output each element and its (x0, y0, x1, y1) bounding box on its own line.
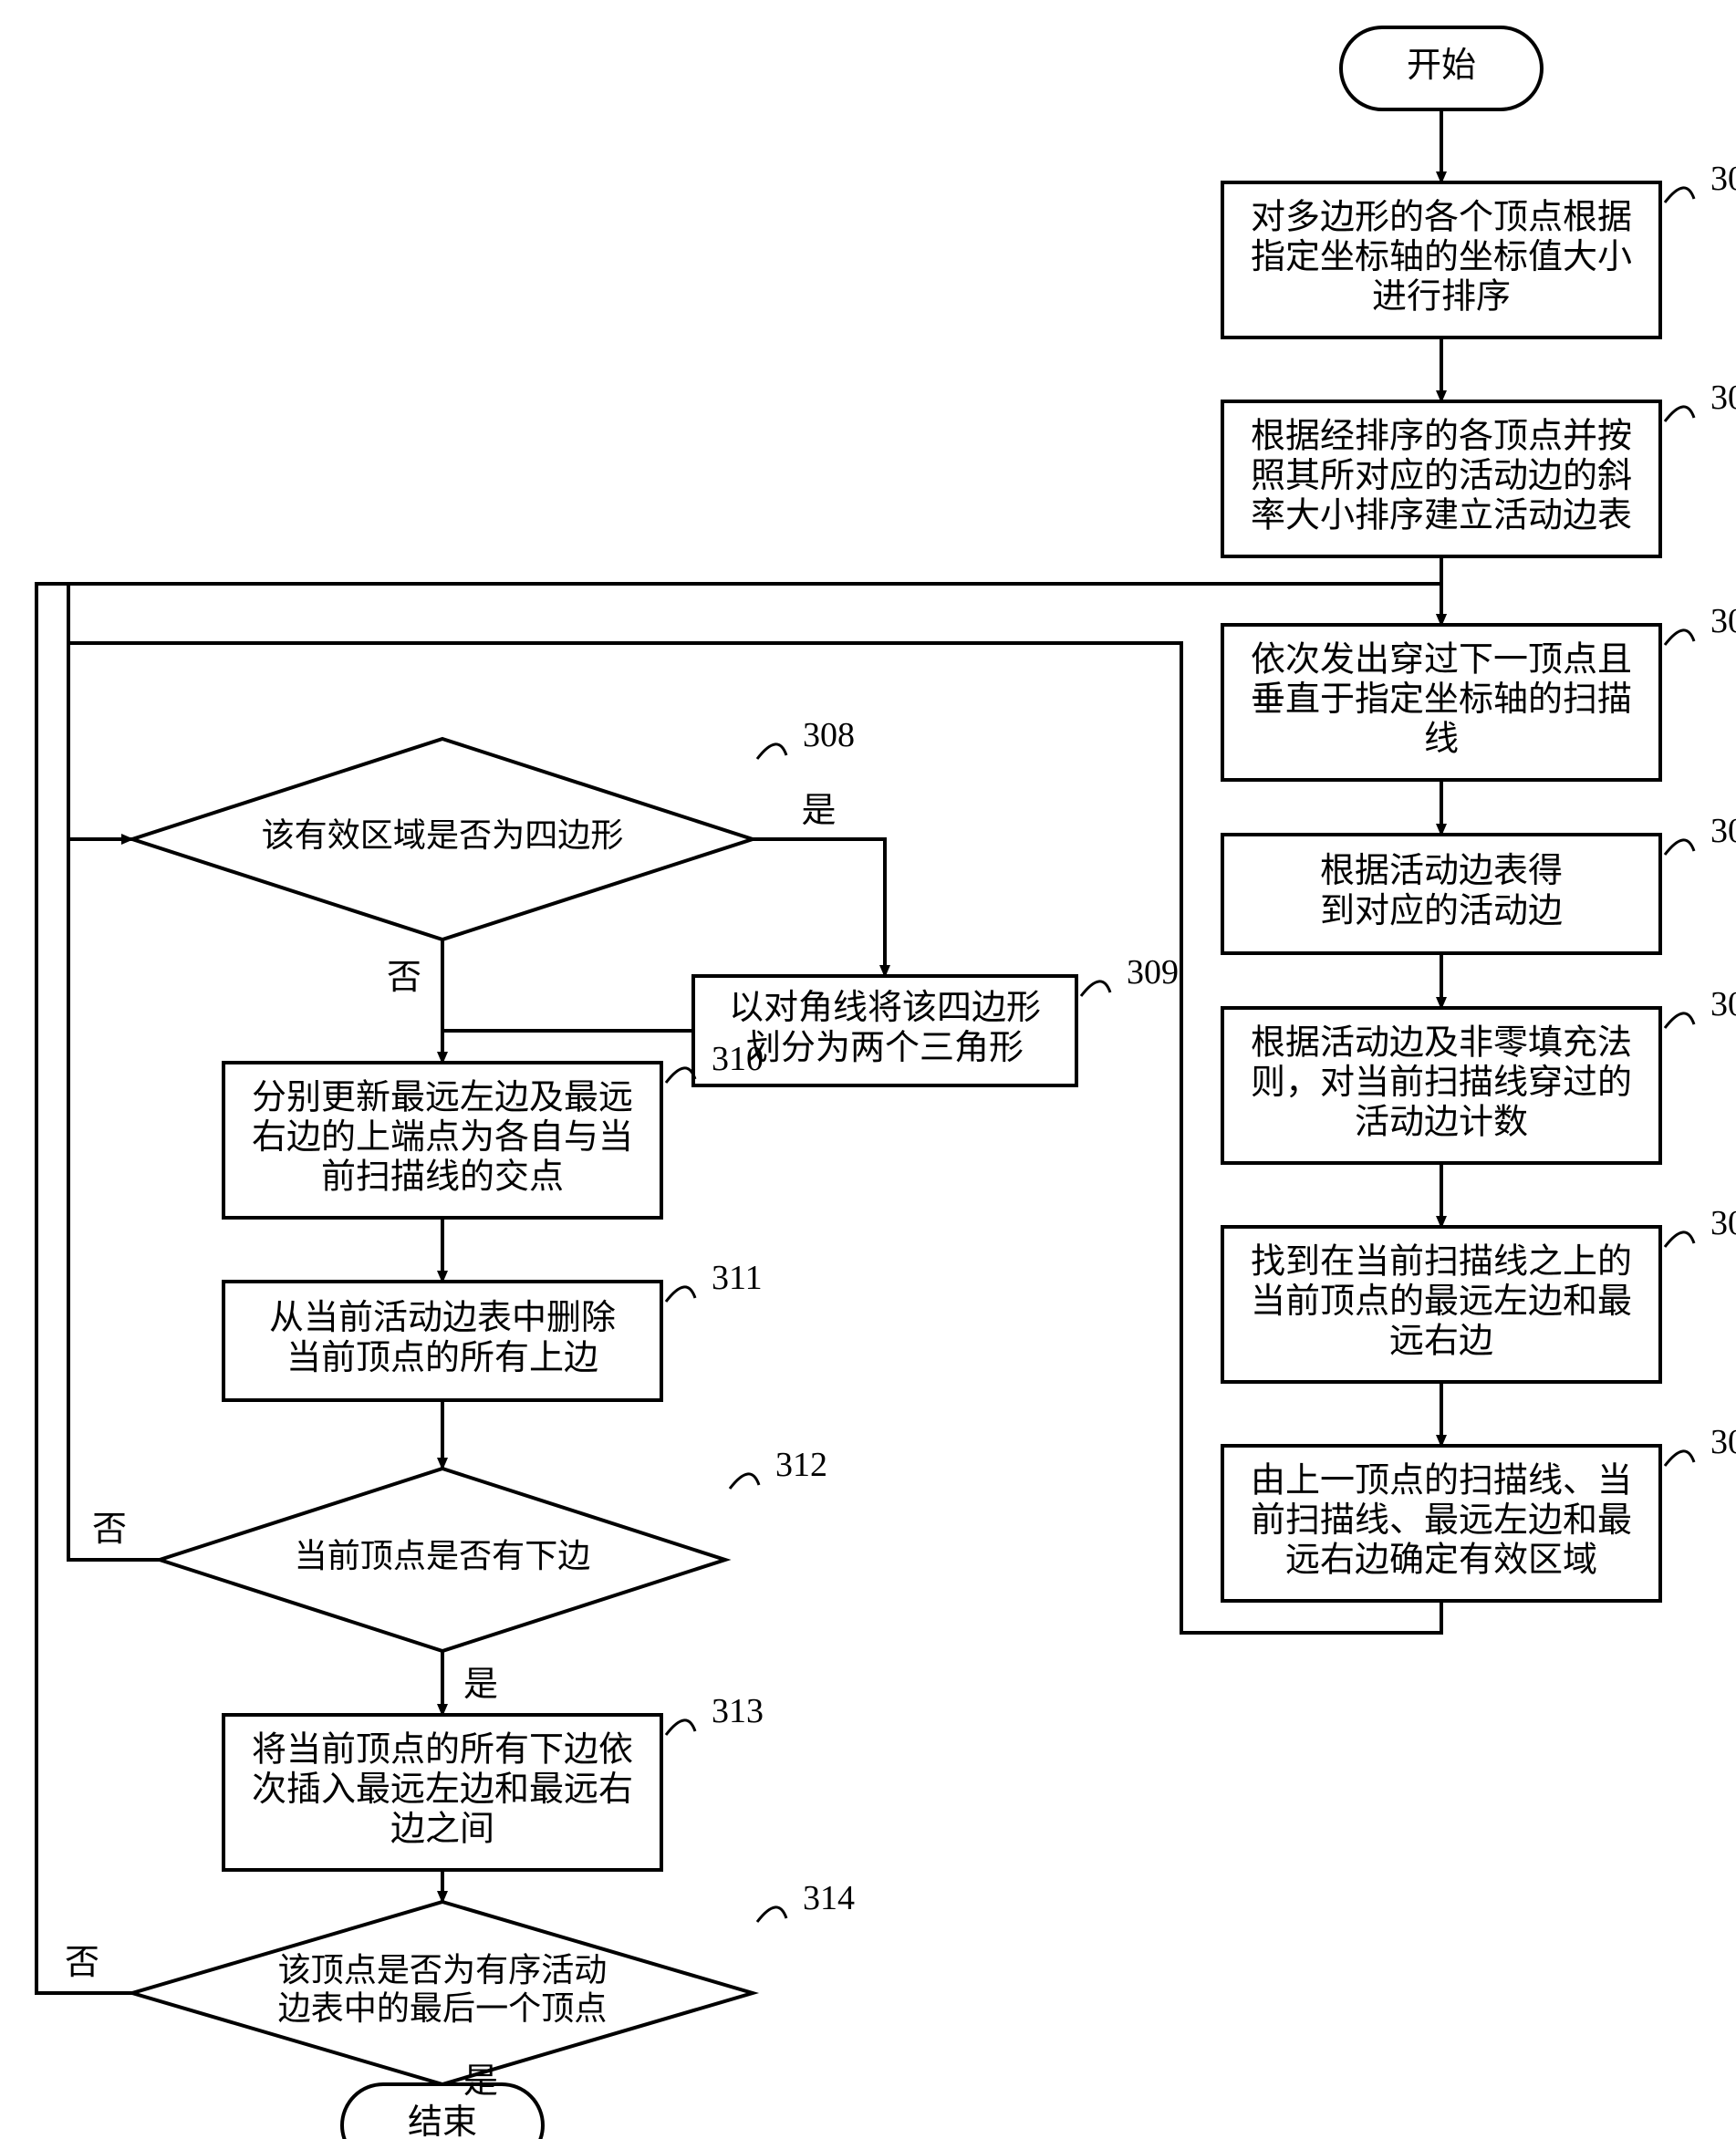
svg-text:该有效区域是否为四边形: 该有效区域是否为四边形 (262, 817, 624, 854)
svg-text:否: 否 (92, 1511, 127, 1549)
node-n305: 根据活动边及非零填充法则，对当前扫描线穿过的活动边计数 (1222, 1008, 1660, 1163)
node-n302: 根据经排序的各顶点并按照其所对应的活动边的斜率大小排序建立活动边表 (1222, 401, 1660, 556)
node-n313: 将当前顶点的所有下边依次插入最远左边和最远右边之间 (223, 1715, 661, 1870)
node-start: 开始 (1341, 27, 1542, 109)
svg-text:304: 304 (1710, 812, 1736, 850)
node-n307: 由上一顶点的扫描线、当前扫描线、最远左边和最远右边确定有效区域 (1222, 1446, 1660, 1601)
svg-text:否: 否 (387, 959, 421, 997)
node-n310: 分别更新最远左边及最远右边的上端点为各自与当前扫描线的交点 (223, 1063, 661, 1218)
svg-text:308: 308 (803, 716, 855, 754)
svg-text:是: 是 (801, 792, 836, 830)
svg-text:结束: 结束 (408, 2103, 477, 2139)
node-n301: 对多边形的各个顶点根据指定坐标轴的坐标值大小进行排序 (1222, 182, 1660, 337)
svg-text:以对角线将该四边形划分为两个三角形: 以对角线将该四边形划分为两个三角形 (729, 989, 1041, 1067)
node-end: 结束 (342, 2084, 543, 2139)
svg-text:306: 306 (1710, 1204, 1736, 1242)
node-n304: 根据活动边表得到对应的活动边 (1222, 835, 1660, 953)
svg-text:从当前活动边表中删除当前顶点的所有上边: 从当前活动边表中删除当前顶点的所有上边 (269, 1299, 616, 1377)
node-d314: 该顶点是否为有序活动边表中的最后一个顶点 (132, 1902, 753, 2084)
node-n306: 找到在当前扫描线之上的当前顶点的最远左边和最远右边 (1222, 1227, 1660, 1382)
svg-text:303: 303 (1710, 602, 1736, 640)
svg-text:313: 313 (712, 1692, 764, 1730)
svg-text:根据活动边表得到对应的活动边: 根据活动边表得到对应的活动边 (1320, 852, 1563, 930)
svg-text:312: 312 (775, 1446, 827, 1484)
svg-text:302: 302 (1710, 379, 1736, 417)
svg-text:311: 311 (712, 1259, 763, 1297)
svg-text:当前顶点是否有下边: 当前顶点是否有下边 (295, 1538, 591, 1574)
svg-text:314: 314 (803, 1879, 855, 1917)
node-n311: 从当前活动边表中删除当前顶点的所有上边 (223, 1282, 661, 1400)
node-d312: 当前顶点是否有下边 (160, 1469, 725, 1651)
svg-text:是: 是 (463, 2062, 498, 2101)
svg-text:根据经排序的各顶点并按照其所对应的活动边的斜率大小排序建立活: 根据经排序的各顶点并按照其所对应的活动边的斜率大小排序建立活动边表 (1251, 417, 1632, 535)
svg-text:301: 301 (1710, 160, 1736, 198)
svg-text:是: 是 (463, 1666, 498, 1704)
svg-text:由上一顶点的扫描线、当前扫描线、最远左边和最远右边确定有效区: 由上一顶点的扫描线、当前扫描线、最远左边和最远右边确定有效区域 (1251, 1461, 1632, 1579)
svg-text:305: 305 (1710, 985, 1736, 1023)
svg-text:否: 否 (65, 1944, 99, 1982)
node-d308: 该有效区域是否为四边形 (132, 739, 753, 940)
svg-text:开始: 开始 (1407, 47, 1476, 85)
svg-text:该顶点是否为有序活动边表中的最后一个顶点: 该顶点是否为有序活动边表中的最后一个顶点 (278, 1953, 608, 2028)
svg-text:307: 307 (1710, 1423, 1736, 1461)
flowchart-diagram: 开始对多边形的各个顶点根据指定坐标轴的坐标值大小进行排序根据经排序的各顶点并按照… (0, 0, 1736, 2139)
svg-text:309: 309 (1127, 953, 1179, 992)
node-n303: 依次发出穿过下一顶点且垂直于指定坐标轴的扫描线 (1222, 625, 1660, 780)
svg-text:310: 310 (712, 1040, 764, 1078)
